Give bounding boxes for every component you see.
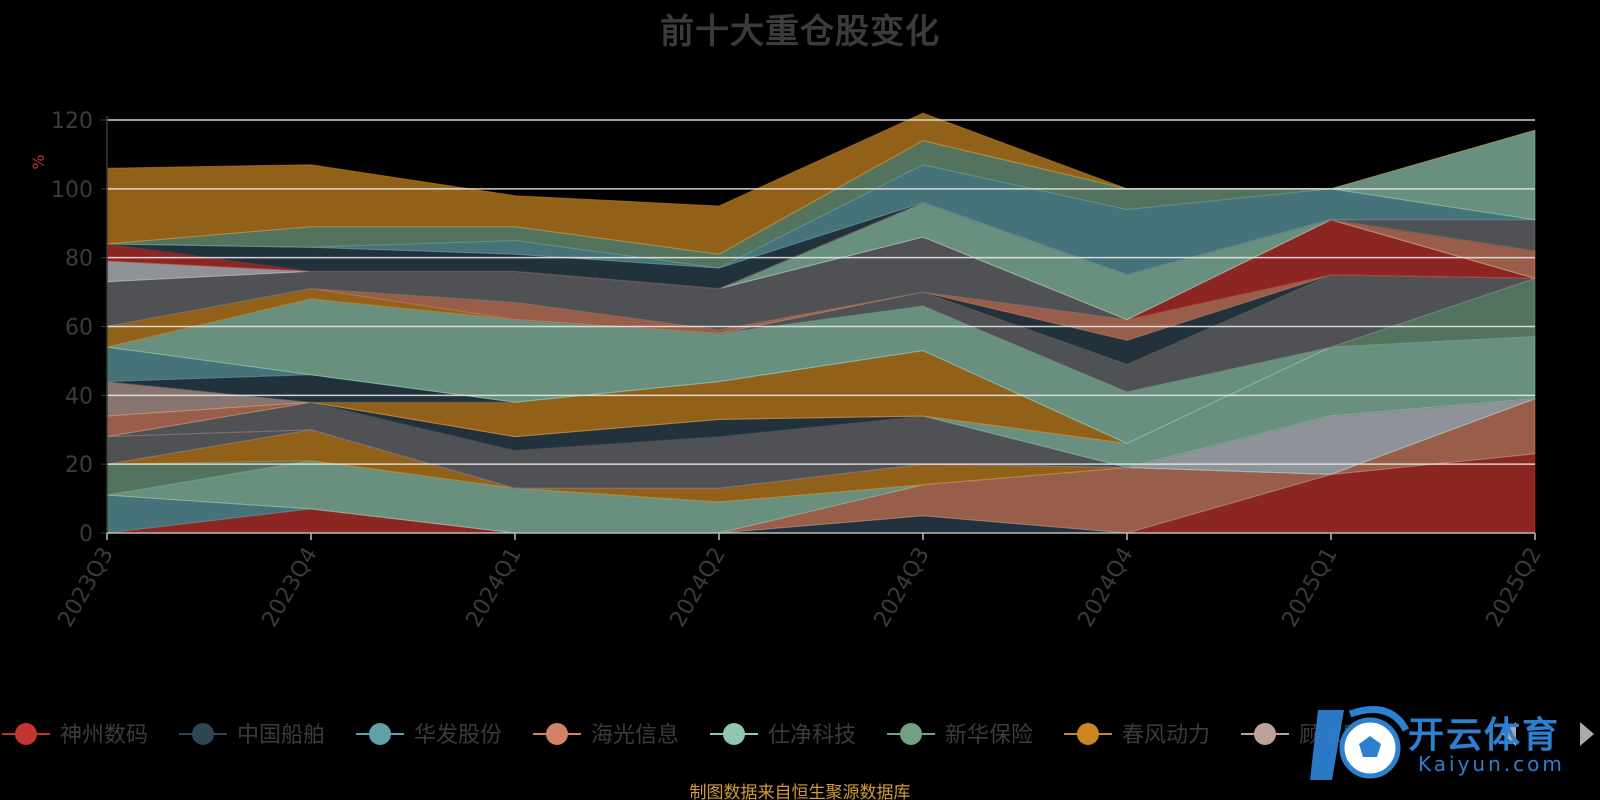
legend-label: 中国船舶: [237, 723, 325, 748]
legend-item[interactable]: 春风动力: [1064, 723, 1210, 748]
legend-marker: [546, 723, 568, 745]
area-layer: [106, 112, 1536, 534]
y-tick-label: 120: [51, 109, 93, 134]
y-tick-label: 80: [65, 247, 93, 272]
source-note: 制图数据来自恒生聚源数据库: [689, 783, 911, 800]
legend-item[interactable]: 海光信息: [533, 723, 679, 748]
chart-title: 前十大重仓股变化: [660, 12, 940, 52]
legend-item[interactable]: 仕净科技: [710, 723, 856, 748]
legend-marker: [369, 723, 391, 745]
legend-label: 华发股份: [414, 723, 502, 748]
soccer-ball-icon: [1310, 706, 1410, 780]
y-tick-label: 60: [65, 316, 93, 341]
legend-marker: [723, 723, 745, 745]
y-axis-unit: %: [29, 154, 48, 169]
legend-marker: [900, 723, 922, 745]
x-tick-label: 2023Q4: [258, 543, 323, 631]
legend-label: 仕净科技: [768, 723, 856, 748]
legend-item[interactable]: 中国船舶: [179, 723, 325, 748]
legend-marker: [1077, 723, 1099, 745]
watermark: 开云体育 Kaiyun.com: [1310, 700, 1600, 790]
legend-item[interactable]: 华发股份: [356, 723, 502, 748]
x-tick-label: 2025Q2: [1482, 543, 1547, 631]
area-series-37: [106, 112, 1536, 255]
x-tick-label: 2024Q2: [666, 543, 731, 631]
legend-label: 海光信息: [591, 723, 679, 748]
legend-item[interactable]: 神州数码: [2, 723, 148, 748]
watermark-text: 开云体育: [1408, 715, 1561, 756]
chevron-right-icon[interactable]: [1580, 722, 1594, 746]
legend-label: 新华保险: [945, 723, 1033, 748]
x-tick-label: 2024Q1: [462, 543, 527, 631]
legend-item[interactable]: 新华保险: [887, 723, 1033, 748]
x-tick-label: 2023Q3: [54, 543, 119, 631]
x-tick-label: 2025Q1: [1278, 543, 1343, 631]
grid-layer: [107, 119, 1535, 465]
legend[interactable]: 神州数码中国船舶华发股份海光信息仕净科技新华保险春风动力顾家家居: [2, 723, 1387, 748]
legend-marker: [1254, 723, 1276, 745]
y-tick-label: 100: [51, 178, 93, 203]
x-tick-label: 2024Q3: [870, 543, 935, 631]
watermark-subtext: Kaiyun.com: [1418, 752, 1565, 776]
legend-label: 神州数码: [60, 723, 148, 748]
y-tick-label: 40: [65, 384, 93, 409]
x-tick-label: 2024Q4: [1074, 543, 1139, 631]
chevron-left-icon[interactable]: [1502, 722, 1516, 746]
y-tick-label: 20: [65, 453, 93, 478]
y-tick-label: 0: [79, 522, 93, 547]
legend-marker: [15, 723, 37, 745]
legend-label: 春风动力: [1122, 723, 1210, 748]
legend-pager[interactable]: [1502, 722, 1594, 746]
legend-marker: [192, 723, 214, 745]
